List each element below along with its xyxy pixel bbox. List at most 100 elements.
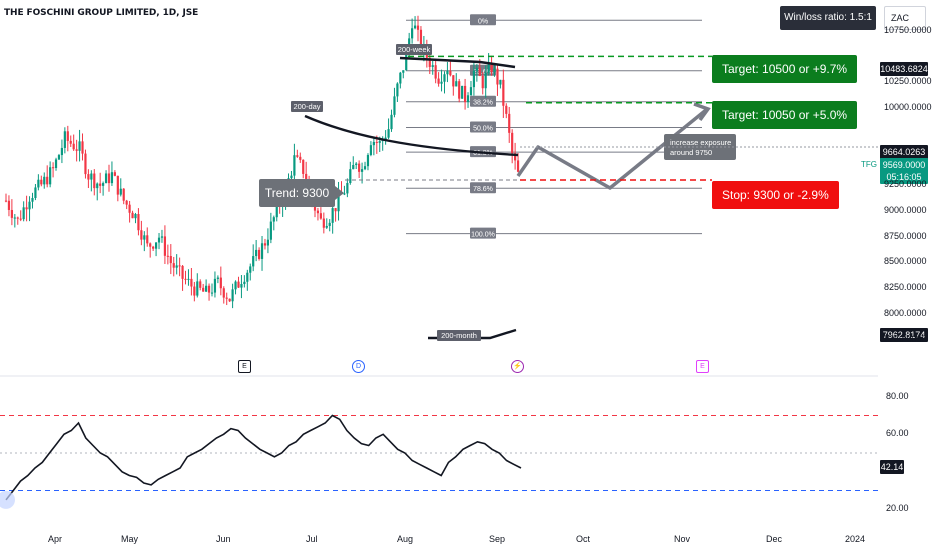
time-tick-label: Oct (576, 534, 591, 544)
candle-body (299, 156, 302, 160)
candle-body (375, 141, 378, 143)
candle-body (469, 87, 473, 96)
candle-body (160, 236, 164, 238)
candle-body (490, 64, 493, 73)
time-tick-label: Dec (766, 534, 783, 544)
candle-body (331, 208, 334, 223)
candle-body (322, 218, 325, 228)
candle-body (272, 217, 275, 222)
candle-body (237, 281, 240, 288)
candle-body (210, 292, 214, 294)
time-tick-label: Jun (216, 534, 231, 544)
candle-body (31, 198, 34, 202)
currency-selector[interactable]: ZAC (884, 6, 926, 30)
candle-body (440, 81, 443, 84)
candle-body (257, 249, 261, 259)
rsi-tick-label: 60.00 (886, 428, 909, 439)
candle-body (134, 214, 137, 219)
ma-200week-label: 200-week (398, 45, 431, 54)
time-tick-label: Aug (397, 534, 414, 544)
candle-body (387, 129, 390, 138)
candle-body (166, 255, 169, 257)
candle-body (234, 281, 237, 290)
candle-body (496, 68, 499, 85)
candle-body (363, 166, 367, 170)
candle-body (337, 192, 340, 212)
fib-label-box (470, 227, 496, 239)
rsi-line (5, 414, 522, 501)
fib-label: 78.6% (473, 186, 493, 193)
candle-body (419, 29, 423, 51)
candle-body (87, 174, 90, 180)
rsi-oversold-marker (0, 490, 15, 509)
candle-body (116, 175, 119, 195)
candle-body (196, 281, 199, 296)
candle-body (172, 263, 175, 268)
target1-label: Target: 10500 or +9.7% (712, 55, 858, 83)
candle-body (60, 147, 64, 156)
tag-countdown: 05:16:05 (880, 170, 928, 184)
candle-body (202, 287, 205, 292)
candle-body (163, 236, 167, 256)
candle-body (360, 169, 364, 172)
candle-body (343, 193, 346, 195)
fib-label-box (470, 182, 496, 194)
rsi-tick-label: 20.00 (886, 503, 909, 514)
price-tick-label: 9000.0000 (884, 204, 927, 215)
candle-body (446, 70, 449, 75)
time-tick-label: Sep (489, 534, 506, 544)
note-text-line1: increase exposure (670, 138, 731, 147)
earnings-future-icon[interactable]: E (696, 360, 709, 373)
price-tick-label: 8250.0000 (884, 282, 927, 293)
candle-body (484, 72, 487, 89)
candle-body (119, 188, 122, 195)
candle-body (478, 67, 481, 76)
candle-body (207, 285, 211, 293)
split-event-icon[interactable]: ⚡ (511, 360, 524, 373)
candle-body (369, 145, 373, 155)
fib-label: 38.2% (473, 100, 493, 107)
candle-body (413, 25, 417, 29)
dividend-event-icon[interactable]: D (352, 360, 365, 373)
time-tick-label: Nov (674, 534, 691, 544)
candle-body (219, 277, 222, 289)
candle-body (131, 212, 134, 219)
candle-body (325, 225, 328, 228)
candle-body (228, 298, 231, 302)
candle-body (178, 265, 181, 267)
price-tick-label: 8500.0000 (884, 256, 927, 267)
ma-200day-label-box (291, 101, 323, 112)
candle-body (472, 70, 476, 88)
ma-200month-label: 200-month (441, 331, 477, 340)
tag-avg200: 9664.0263 (880, 145, 928, 159)
earnings-event-icon[interactable]: E (238, 360, 251, 373)
candle-body (349, 169, 352, 184)
candle-body (328, 222, 331, 226)
candle-body (475, 67, 478, 71)
candle-body (231, 289, 234, 302)
candle-body (57, 155, 61, 160)
candle-body (396, 83, 399, 97)
candle-body (128, 204, 131, 213)
candle-body (316, 210, 320, 214)
stop-label: Stop: 9300 or -2.9% (712, 181, 839, 209)
ma-200week-label-box (396, 44, 432, 55)
target2-label: Target: 10050 or +5.0% (712, 101, 858, 129)
trend-arrow (335, 186, 344, 200)
candle-body (461, 85, 464, 99)
candle-body (96, 183, 99, 189)
tag-symbol: TFG (858, 158, 880, 172)
candle-body (169, 256, 172, 264)
candle-body (199, 281, 202, 288)
candle-body (113, 172, 116, 176)
fib-layer: 0%23.6%38.2%50.0%61.8%78.6%100.0% (406, 14, 702, 239)
candle-body (152, 246, 155, 249)
candle-body (225, 297, 228, 299)
candle-body (502, 79, 505, 106)
fib-label-box (470, 14, 496, 26)
level-layer (335, 55, 878, 200)
ma-layer: 200-day 200-week 200-month increase exposur… (291, 44, 736, 341)
candle-body (122, 188, 125, 201)
candle-body (305, 173, 308, 183)
